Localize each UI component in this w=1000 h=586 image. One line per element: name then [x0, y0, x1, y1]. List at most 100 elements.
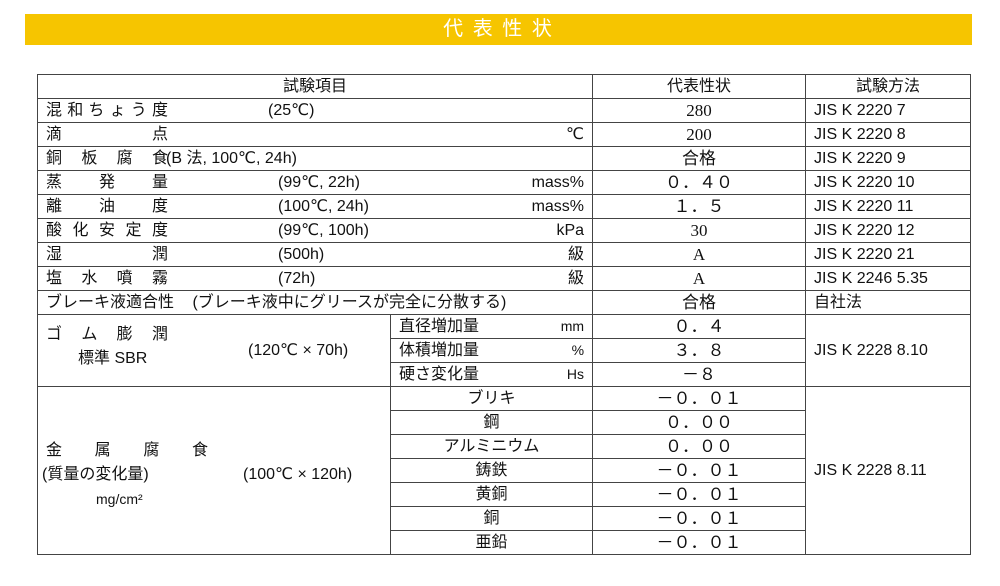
- item-name: ブレーキ液適合性: [46, 294, 175, 311]
- method-cell: JIS K 2246 5.35: [805, 266, 972, 291]
- item-unit: 級: [568, 246, 585, 263]
- table-row: アルミニウム ０．００: [38, 434, 971, 459]
- table-row: 酸化安定度 (99℃, 100h) kPa 30 JIS K 2220 12: [36, 218, 972, 243]
- value-cell: A: [592, 266, 807, 291]
- value-cell: －０．０１: [592, 530, 807, 555]
- value-cell: 合格: [592, 146, 807, 171]
- value-cell: 200: [592, 122, 807, 147]
- value-cell: －０．０１: [592, 482, 807, 507]
- header-method: 試験方法: [805, 74, 972, 99]
- item-condition: (100℃, 24h): [278, 198, 369, 215]
- item-cell: 滴点 ℃: [36, 122, 594, 147]
- sub-item-cell: 黄銅: [389, 482, 594, 507]
- value-cell: ３．８: [592, 338, 807, 363]
- table-row: ゴ ム 膨 潤 標準 SBR (120℃ × 70h) 直径増加量 mm ０．４ JI…: [37, 314, 972, 387]
- table-row: 混和ちょう度 (25℃) 280 JIS K 2220 7: [36, 98, 972, 123]
- item-unit: 級: [568, 270, 585, 287]
- item-unit: mass%: [531, 198, 585, 215]
- item-condition: (99℃, 22h): [278, 174, 361, 191]
- sub-item-label: 直径増加量: [399, 318, 480, 335]
- rubber-swell-cell: ゴ ム 膨 潤 標準 SBR (120℃ × 70h): [37, 314, 391, 387]
- section-banner: 代 表 性 状: [25, 14, 972, 45]
- item-condition: (B 法, 100℃, 24h): [166, 150, 297, 167]
- item-name: 滴点: [46, 126, 168, 143]
- table-row: 金 属 腐 食 (質量の変化量) mg/cm² (100℃ × 120h) ブリキ…: [37, 386, 972, 555]
- metal-corrosion-cell: 金 属 腐 食 (質量の変化量) mg/cm² (100℃ × 120h): [37, 386, 391, 555]
- item-condition: (500h): [278, 246, 325, 263]
- table-row: 湿潤 (500h) 級 A JIS K 2220 21: [36, 242, 972, 267]
- table-row: 体積増加量% ３．８: [38, 338, 971, 363]
- value-cell: －８: [592, 362, 807, 387]
- item-name: 塩水噴霧: [46, 270, 168, 287]
- table-row: 蒸発量 (99℃, 22h) mass% ０．４０ JIS K 2220 10: [36, 170, 972, 195]
- sub-item-cell: 銅: [389, 506, 594, 531]
- table-row: 銅板腐食 (B 法, 100℃, 24h) 合格 JIS K 2220 9: [36, 146, 972, 171]
- method-cell: JIS K 2220 21: [805, 242, 972, 267]
- metal-unit: mg/cm²: [96, 491, 143, 507]
- table-row: ブレーキ液適合性 (ブレーキ液中にグリースが完全に分散する) 合格 自社法: [36, 290, 972, 315]
- sub-item-cell: 直径増加量 mm: [389, 314, 594, 339]
- metal-name: 金 属 腐 食: [46, 442, 208, 459]
- value-cell: －０．０１: [592, 386, 807, 411]
- method-cell: JIS K 2220 11: [805, 194, 972, 219]
- item-name: 混和ちょう度: [46, 102, 168, 119]
- value-cell: 30: [592, 218, 807, 243]
- value-cell: ０．４: [592, 314, 807, 339]
- value-cell: ０．４０: [592, 170, 807, 195]
- item-cell: 酸化安定度 (99℃, 100h) kPa: [36, 218, 594, 243]
- value-cell: A: [592, 242, 807, 267]
- sub-item-label: 体積増加量: [399, 342, 480, 359]
- value-cell: 合格: [592, 290, 807, 315]
- method-cell: JIS K 2220 12: [805, 218, 972, 243]
- header-row: 試験項目 代表性状 試験方法: [36, 74, 972, 99]
- item-name: 酸化安定度: [46, 222, 168, 239]
- item-condition: (99℃, 100h): [278, 222, 369, 239]
- item-unit: mass%: [531, 174, 585, 191]
- table-row: 硬さ変化量 Hs －８: [38, 362, 971, 387]
- item-condition: (ブレーキ液中にグリースが完全に分散する): [192, 294, 507, 311]
- table-row: 離油度 (100℃, 24h) mass% １．５ JIS K 2220 11: [36, 194, 972, 219]
- item-unit: kPa: [556, 222, 585, 239]
- method-cell: JIS K 2220 8: [805, 122, 972, 147]
- value-cell: －０．０１: [592, 506, 807, 531]
- method-cell: JIS K 2220 9: [805, 146, 972, 171]
- method-cell: JIS K 2228 8.10: [805, 314, 972, 387]
- item-cell: ブレーキ液適合性 (ブレーキ液中にグリースが完全に分散する): [36, 290, 594, 315]
- sub-item-label: 硬さ変化量: [399, 366, 480, 383]
- rubber-standard: 標準 SBR: [78, 350, 148, 367]
- metal-condition: (100℃ × 120h): [243, 466, 353, 483]
- item-cell: 銅板腐食 (B 法, 100℃, 24h): [36, 146, 594, 171]
- sub-item-cell: アルミニウム: [389, 434, 594, 459]
- item-cell: 蒸発量 (99℃, 22h) mass%: [36, 170, 594, 195]
- value-cell: 280: [592, 98, 807, 123]
- value-cell: ０．００: [592, 410, 807, 435]
- metal-subtitle: (質量の変化量): [42, 466, 149, 483]
- table-row: 鋼 ０．００: [38, 410, 971, 435]
- header-value: 代表性状: [592, 74, 807, 99]
- table-row: 鋳鉄 －０．０１: [38, 458, 971, 483]
- item-cell: 混和ちょう度 (25℃): [36, 98, 594, 123]
- item-name: 蒸発量: [46, 174, 168, 191]
- table-row: 滴点 ℃ 200 JIS K 2220 8: [36, 122, 972, 147]
- sub-item-unit: %: [571, 342, 585, 358]
- item-unit: ℃: [566, 126, 585, 143]
- sub-item-cell: 硬さ変化量 Hs: [389, 362, 594, 387]
- header-item: 試験項目: [36, 74, 594, 99]
- properties-table: 試験項目 代表性状 試験方法 混和ちょう度 (25℃) 280 JIS K 22…: [36, 74, 972, 555]
- method-cell: JIS K 2228 8.11: [805, 386, 972, 555]
- item-name: 離油度: [46, 198, 168, 215]
- item-cell: 湿潤 (500h) 級: [36, 242, 594, 267]
- sub-item-unit: Hs: [566, 366, 585, 382]
- item-cell: 塩水噴霧 (72h) 級: [36, 266, 594, 291]
- method-cell: JIS K 2220 7: [805, 98, 972, 123]
- method-cell: 自社法: [805, 290, 972, 315]
- rubber-condition: (120℃ × 70h): [248, 342, 349, 359]
- item-name: 湿潤: [46, 246, 168, 263]
- table-row: 亜鉛 －０．０１: [38, 530, 971, 555]
- value-cell: －０．０１: [592, 458, 807, 483]
- item-condition: (72h): [278, 270, 316, 287]
- table-row: 塩水噴霧 (72h) 級 A JIS K 2246 5.35: [36, 266, 972, 291]
- value-cell: １．５: [592, 194, 807, 219]
- method-cell: JIS K 2220 10: [805, 170, 972, 195]
- sub-item-cell: 亜鉛: [389, 530, 594, 555]
